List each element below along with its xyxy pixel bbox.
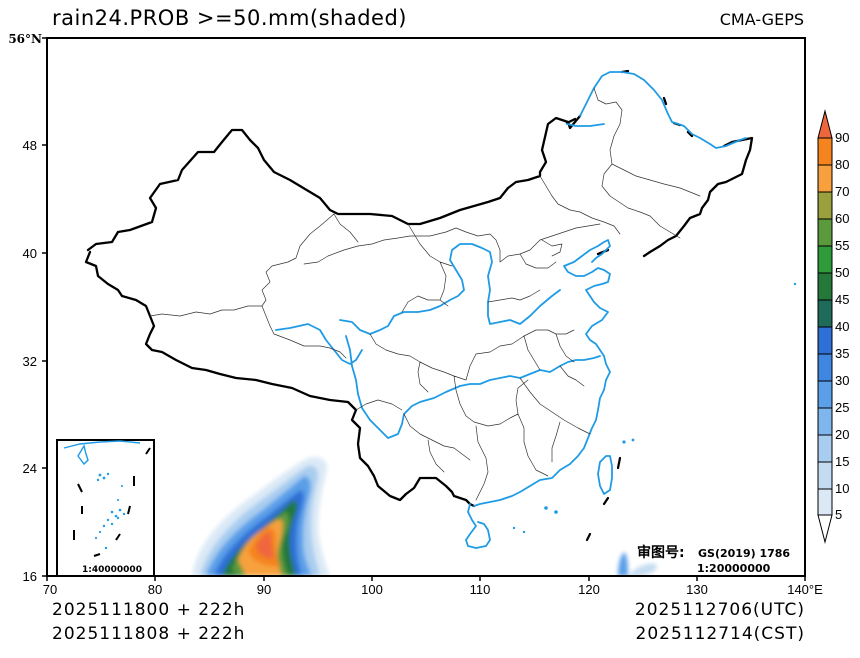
lon-label: 110 xyxy=(470,582,491,597)
inset-map-scale: 1:40000000 xyxy=(82,565,142,575)
lat-label: 32 xyxy=(23,354,37,369)
lon-label: 100 xyxy=(361,582,383,597)
lat-label: 56°N xyxy=(8,32,42,46)
lat-label: 16 xyxy=(23,569,37,584)
chart-title: rain24.PROB >=50.mm(shaded) xyxy=(52,6,407,30)
valid-time-cst: 2025112714(CST) xyxy=(635,624,805,644)
lon-label: 90 xyxy=(257,582,271,597)
lon-labels: 70 80 90 100 110 120 130 140°E xyxy=(43,582,823,597)
colorbar-label: 55 xyxy=(835,238,849,253)
nine-dash-marks xyxy=(585,456,622,542)
lat-ticks xyxy=(42,37,47,577)
colorbar-label: 15 xyxy=(835,454,849,469)
lon-label: 80 xyxy=(148,582,162,597)
lat-label: 48 xyxy=(23,138,37,153)
islands xyxy=(512,282,797,534)
lon-label: 120 xyxy=(578,582,600,597)
lat-label: 40 xyxy=(23,246,37,261)
review-number-label: 审图号: xyxy=(637,544,685,561)
review-number-value: GS(2019) 1786 xyxy=(698,547,790,560)
model-source-label: CMA-GEPS xyxy=(719,10,804,29)
lon-ticks xyxy=(46,576,806,581)
colorbar-label: 45 xyxy=(835,292,849,307)
colorbar-label: 70 xyxy=(835,184,849,199)
colorbar-label: 35 xyxy=(835,346,849,361)
inset-map-south-china-sea xyxy=(56,439,155,577)
provincial-borders xyxy=(149,87,701,501)
colorbar-label: 40 xyxy=(835,319,849,334)
coastline-and-rivers xyxy=(275,71,747,549)
lon-label: 70 xyxy=(43,582,57,597)
colorbar-label: 25 xyxy=(835,400,849,415)
init-time-utc: 2025111800 + 222h xyxy=(52,600,246,620)
colorbar-label: 20 xyxy=(835,427,849,442)
colorbar-label: 30 xyxy=(835,373,849,388)
lon-label: 130 xyxy=(686,582,708,597)
map-frame xyxy=(46,37,806,577)
colorbar-labels: 5 10 15 20 25 30 35 40 45 50 55 60 70 80… xyxy=(835,130,849,522)
colorbar-label: 50 xyxy=(835,265,849,280)
china-national-border xyxy=(84,69,754,508)
precip-probability-shading xyxy=(192,456,657,576)
colorbar-label: 90 xyxy=(835,130,849,145)
colorbar-label: 5 xyxy=(835,507,842,522)
colorbar xyxy=(817,109,833,544)
colorbar-label: 80 xyxy=(835,157,849,172)
colorbar-label: 60 xyxy=(835,211,849,226)
lat-label: 24 xyxy=(23,461,37,476)
lon-label: 140°E xyxy=(787,582,823,597)
init-time-cst: 2025111808 + 222h xyxy=(52,624,246,644)
colorbar-label: 10 xyxy=(835,481,849,496)
valid-time-utc: 2025112706(UTC) xyxy=(634,600,805,620)
lat-labels: 56°N 48 40 32 24 16 xyxy=(8,32,42,584)
main-map-scale: 1:20000000 xyxy=(697,562,771,575)
